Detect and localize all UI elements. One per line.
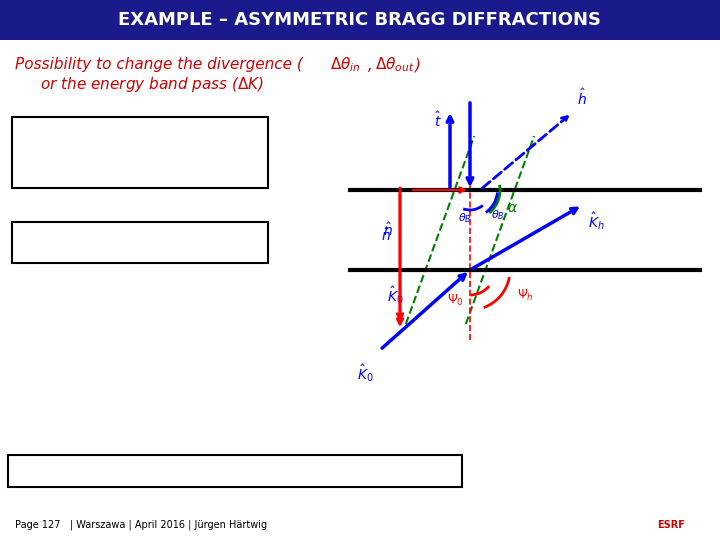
Text: $\Delta\theta_{in}$: $\Delta\theta_{in}$ — [195, 129, 220, 145]
Text: $\hat{h}$: $\hat{h}$ — [577, 87, 587, 108]
Text: $\theta_B$: $\theta_B$ — [458, 211, 472, 225]
Text: $\hat{n}$: $\hat{n}$ — [383, 221, 393, 239]
FancyBboxPatch shape — [8, 455, 462, 487]
Text: $\hat{n}$: $\hat{n}$ — [381, 226, 391, 244]
Text: ,: , — [363, 57, 377, 72]
Text: EXAMPLE – ASYMMETRIC BRAGG DIFFRACTIONS: EXAMPLE – ASYMMETRIC BRAGG DIFFRACTIONS — [119, 11, 601, 29]
Text: or the energy band pass ($\Delta$K): or the energy band pass ($\Delta$K) — [40, 76, 264, 94]
FancyBboxPatch shape — [0, 0, 720, 40]
Text: $\hat{K}_0$: $\hat{K}_0$ — [356, 362, 374, 383]
Text: $\Psi_0 = \theta_B + \alpha - \pi/2 + $: $\Psi_0 = \theta_B + \alpha - \pi/2 + $ — [25, 129, 142, 145]
FancyBboxPatch shape — [12, 222, 268, 263]
Text: Page 127   | Warszawa | April 2016 | Jürgen Härtwig: Page 127 | Warszawa | April 2016 | Jürge… — [15, 519, 267, 530]
Text: $\Delta\theta_{out}$: $\Delta\theta_{out}$ — [198, 157, 231, 173]
Text: $\hat{K}_h\mathbf{t} = (\hat{K}_0 + \mathbf{h} - gK\hat{n})\mathbf{t} = K_{0t} +: $\hat{K}_h\mathbf{t} = (\hat{K}_0 + \mat… — [15, 461, 278, 479]
Text: $\theta_B$: $\theta_B$ — [491, 208, 505, 222]
Text: $\Psi_h = \theta_B - \alpha + \pi/2 \pm $: $\Psi_h = \theta_B - \alpha + \pi/2 \pm … — [25, 157, 142, 173]
Text: Possibility to change the divergence (: Possibility to change the divergence ( — [15, 57, 303, 72]
Text: ): ) — [415, 57, 421, 72]
Text: $\Delta\theta_{in}$: $\Delta\theta_{in}$ — [330, 56, 361, 75]
Text: $\hat{K}_0$: $\hat{K}_0$ — [387, 284, 403, 306]
Text: ESRF: ESRF — [657, 520, 685, 530]
Text: $\hat{K}_h$: $\hat{K}_h$ — [588, 210, 604, 232]
Text: $\hat{t}$: $\hat{t}$ — [434, 110, 442, 130]
Text: $\Delta\theta_{out}$: $\Delta\theta_{out}$ — [375, 56, 415, 75]
Text: $\Psi_0$: $\Psi_0$ — [446, 293, 464, 308]
Text: $\Psi_h$: $\Psi_h$ — [516, 287, 534, 302]
Text: $\alpha$: $\alpha$ — [507, 201, 518, 215]
FancyBboxPatch shape — [12, 117, 268, 188]
Text: $\hat{K}_h = \hat{K}_0 + \mathbf{h} - gK\hat{n} \neq \hat{K}_0 + \mathbf{h}$: $\hat{K}_h = \hat{K}_0 + \mathbf{h} - gK… — [20, 232, 173, 253]
